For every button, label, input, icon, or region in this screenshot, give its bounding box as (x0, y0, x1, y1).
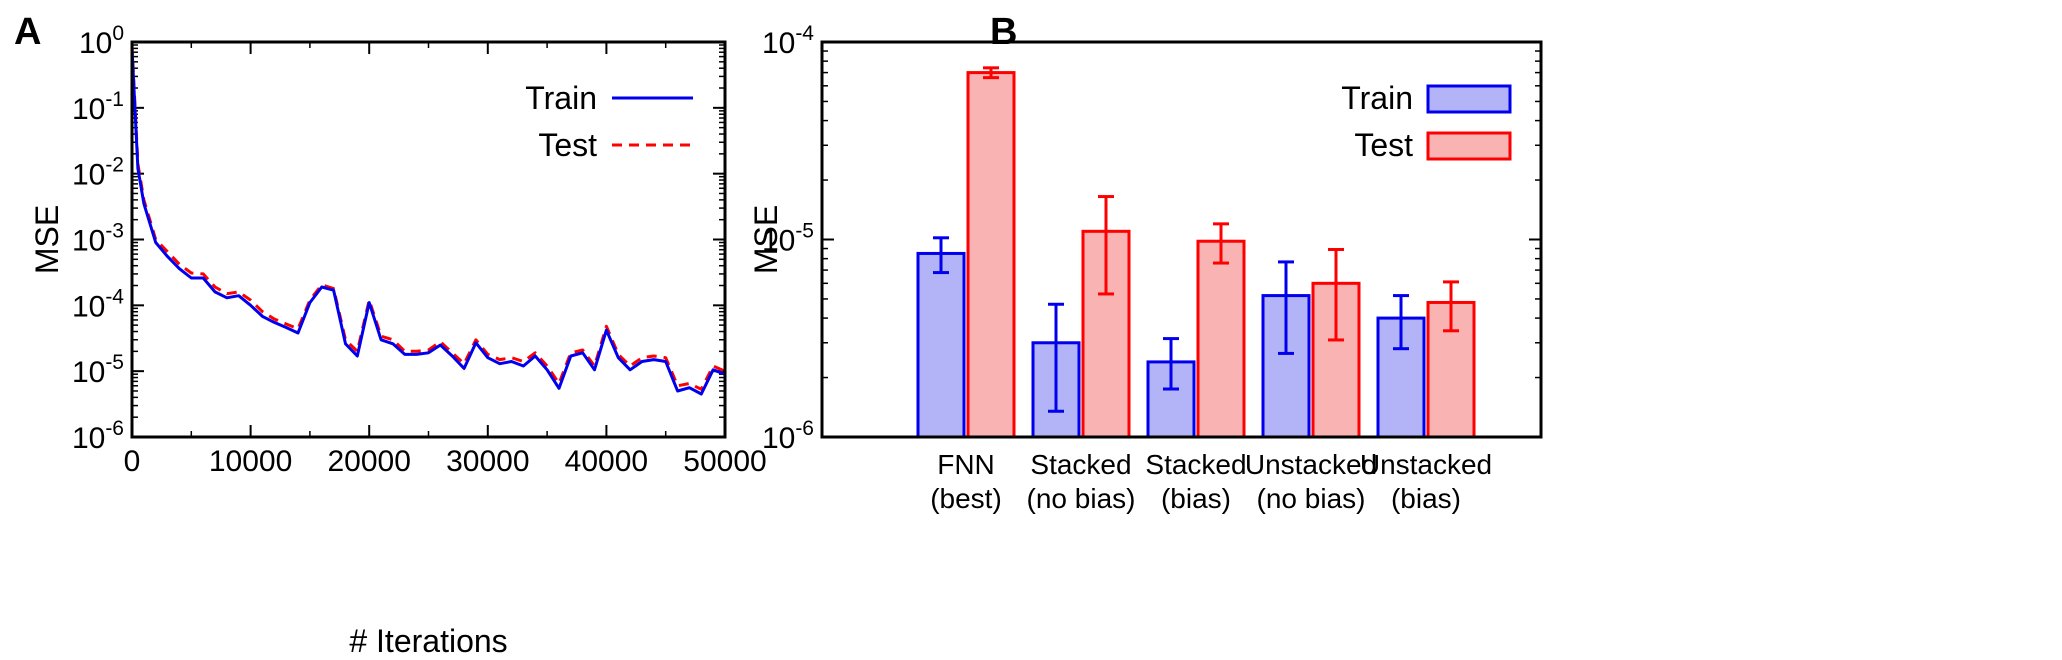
panel-a-series-train-line (130, 48, 726, 396)
panel-a-x-tick-labels: 0 10000 20000 30000 40000 50000 (124, 445, 767, 478)
panel-letter-b: B (990, 11, 1017, 53)
panel-b-bar-test (966, 71, 1016, 439)
panel-a-ticks (131, 41, 726, 438)
panel-a-x-tick-label: 20000 (327, 445, 410, 478)
panel-letter-a: A (14, 11, 41, 53)
panel-b-y-tick-label: 10-4 (762, 22, 814, 60)
panel-a-line-chart: 0 10000 20000 30000 40000 50000 10010-110-210… (29, 22, 767, 659)
panel-a-y-tick-label: 10-6 (72, 417, 124, 455)
panel-b-category-label-line1: Unstacked (1245, 449, 1377, 480)
panel-a-x-tick-label: 50000 (683, 445, 766, 478)
panel-b-y-tick-labels: 10-4 10-5 10-6 (762, 22, 814, 455)
panel-a-y-tick-label: 10-4 (72, 285, 124, 323)
panel-b-y-axis-title: MSE (748, 205, 784, 274)
panel-b-category-labels: FNN(best)Stacked(no bias)Stacked(bias)Un… (930, 449, 1492, 514)
panel-b-category-label-line1: Stacked (1030, 449, 1131, 480)
panel-a-x-tick-label: 10000 (209, 445, 292, 478)
panel-b-category-label-line1: FNN (937, 449, 995, 480)
panel-a-y-tick-label: 10-1 (72, 88, 124, 126)
panel-b-category-label-line1: Stacked (1145, 449, 1246, 480)
panel-b-legend-swatch-test (1426, 131, 1512, 161)
panel-a-x-axis-title: # Iterations (349, 623, 507, 659)
panel-b-bar-train (916, 251, 966, 439)
panel-b-legend: Train Test (1341, 80, 1512, 163)
panel-a-y-tick-label: 10-5 (72, 351, 124, 389)
panel-b-plot-frame (820, 40, 1543, 439)
panel-b-category-label-line1: Unstacked (1360, 449, 1492, 480)
panel-a-legend-label-train: Train (525, 80, 597, 116)
panel-b-legend-swatch-train (1426, 84, 1512, 114)
panel-b-category-label-line2: (bias) (1161, 483, 1231, 514)
panel-b-legend-label-test: Test (1354, 127, 1413, 163)
panel-b-legend-label-train: Train (1341, 80, 1413, 116)
panel-b-category-label-line2: (best) (930, 483, 1002, 514)
panel-a-x-tick-label: 0 (124, 445, 141, 478)
panel-b-bar-test (1426, 300, 1476, 439)
panel-a-y-tick-label: 100 (79, 22, 124, 60)
panel-a-series-test-line (130, 44, 726, 391)
panel-b-y-tick-label: 10-6 (762, 417, 814, 455)
panel-a-y-tick-label: 10-2 (72, 154, 124, 192)
panel-b-bar-chart: 10-410-510-6 FNN(best)Stacked(no bias)St… (748, 22, 1543, 514)
panel-a-x-tick-label: 40000 (565, 445, 648, 478)
panel-a-plot-frame (130, 40, 727, 439)
panel-a-y-tick-labels: 100 10-1 10-2 10-3 10-4 10-5 10-6 (72, 22, 124, 455)
panel-a-legend: Train Test (525, 80, 693, 163)
panel-a-legend-label-test: Test (538, 127, 597, 163)
panel-b-y-tick-label: 10-5 (762, 220, 814, 258)
panel-b-bar-test (1196, 239, 1246, 439)
panel-a-y-axis-title: MSE (29, 205, 65, 274)
panel-b-category-label-line2: (no bias) (1257, 483, 1366, 514)
panel-a-x-tick-label: 30000 (446, 445, 529, 478)
panel-a-series (130, 44, 726, 396)
panel-b-category-label-line2: (bias) (1391, 483, 1461, 514)
panel-b-bars (916, 66, 1476, 439)
panel-b-category-label-line2: (no bias) (1027, 483, 1136, 514)
panel-a-y-tick-label: 10-3 (72, 220, 124, 258)
